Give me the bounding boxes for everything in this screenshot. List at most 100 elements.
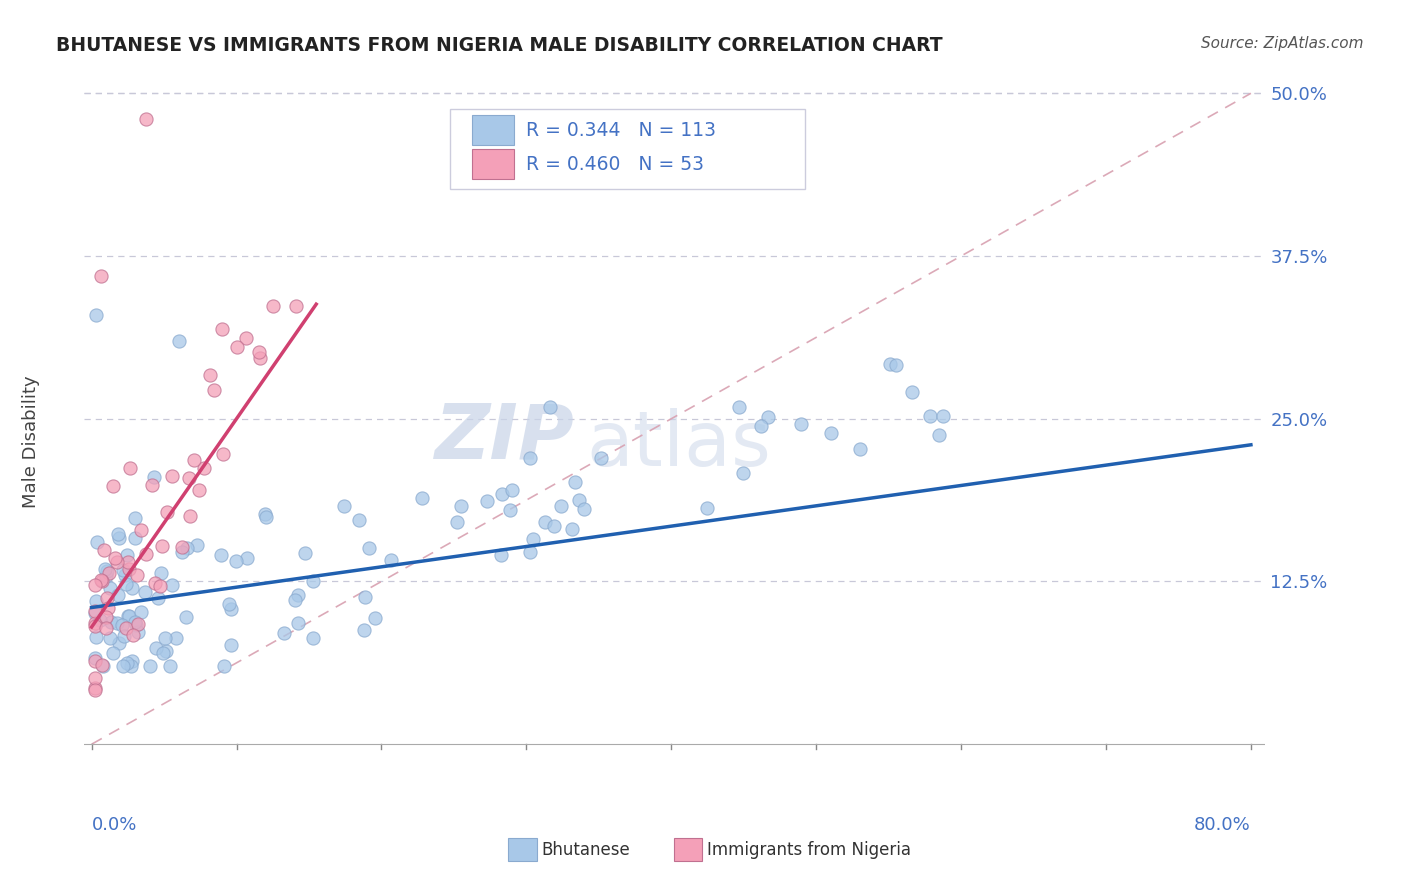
Point	[155, 505, 177, 519]
Point	[149, 566, 172, 581]
Point	[112, 659, 135, 673]
Point	[209, 548, 232, 562]
Point	[135, 548, 157, 562]
Point	[236, 550, 259, 565]
Point	[90, 268, 112, 283]
Point	[932, 409, 955, 423]
Text: R = 0.344   N = 113: R = 0.344 N = 113	[526, 120, 716, 140]
Point	[211, 322, 233, 336]
Point	[522, 532, 544, 546]
Point	[901, 385, 924, 400]
Point	[728, 401, 751, 415]
Point	[111, 618, 134, 632]
Point	[83, 606, 105, 620]
Point	[359, 541, 381, 555]
FancyBboxPatch shape	[509, 838, 537, 862]
Point	[219, 639, 242, 653]
Point	[135, 112, 157, 127]
Point	[499, 502, 522, 516]
Point	[94, 569, 117, 583]
Text: Bhutanese: Bhutanese	[541, 841, 630, 859]
Point	[183, 453, 205, 467]
Point	[120, 461, 142, 475]
FancyBboxPatch shape	[673, 838, 702, 862]
Point	[186, 539, 208, 553]
Point	[83, 681, 105, 695]
Point	[543, 519, 565, 533]
Point	[169, 334, 191, 348]
Point	[93, 543, 115, 558]
Point	[91, 574, 114, 589]
Point	[141, 478, 163, 492]
Point	[143, 575, 166, 590]
Point	[124, 531, 146, 545]
Point	[84, 308, 107, 322]
Point	[287, 588, 309, 602]
Point	[124, 510, 146, 524]
Point	[155, 631, 177, 645]
Point	[129, 605, 152, 619]
Point	[287, 616, 309, 631]
Point	[103, 646, 125, 660]
Point	[83, 671, 105, 685]
Point	[118, 609, 141, 624]
Point	[107, 526, 129, 541]
Point	[198, 368, 221, 383]
Point	[550, 499, 572, 513]
Point	[475, 494, 498, 508]
Point	[83, 604, 105, 618]
Point	[354, 590, 377, 604]
Point	[83, 619, 105, 633]
Point	[90, 657, 112, 672]
Point	[219, 602, 242, 616]
Point	[254, 509, 277, 524]
Point	[134, 585, 156, 599]
Point	[302, 631, 325, 645]
Point	[114, 568, 136, 582]
Point	[94, 621, 117, 635]
Point	[450, 499, 472, 513]
Point	[97, 601, 120, 615]
Point	[118, 562, 141, 576]
FancyBboxPatch shape	[450, 109, 804, 189]
Point	[84, 631, 107, 645]
Text: Immigrants from Nigeria: Immigrants from Nigeria	[707, 841, 911, 859]
Point	[83, 682, 105, 697]
Text: atlas: atlas	[586, 409, 770, 483]
Point	[107, 588, 129, 602]
Point	[152, 646, 174, 660]
FancyBboxPatch shape	[472, 115, 515, 145]
Point	[159, 658, 181, 673]
Text: Source: ZipAtlas.com: Source: ZipAtlas.com	[1201, 36, 1364, 51]
Point	[149, 579, 172, 593]
Point	[121, 654, 143, 668]
Point	[225, 554, 247, 568]
Point	[142, 469, 165, 483]
Point	[273, 626, 295, 640]
Point	[247, 345, 270, 359]
Point	[364, 611, 387, 625]
Point	[188, 483, 211, 498]
Point	[235, 331, 257, 345]
Point	[103, 479, 125, 493]
Point	[107, 531, 129, 545]
Point	[83, 651, 105, 665]
Point	[91, 659, 114, 673]
Point	[285, 299, 308, 313]
Point	[104, 551, 127, 566]
Point	[928, 427, 950, 442]
Point	[146, 591, 169, 605]
Point	[155, 644, 177, 658]
Point	[568, 493, 591, 508]
Point	[174, 609, 197, 624]
FancyBboxPatch shape	[472, 149, 515, 179]
Point	[117, 556, 139, 570]
Point	[519, 451, 541, 466]
Point	[83, 578, 105, 592]
Point	[820, 426, 842, 441]
Point	[127, 624, 149, 639]
Point	[112, 629, 135, 643]
Point	[202, 383, 225, 397]
Point	[114, 621, 136, 635]
Point	[84, 593, 107, 607]
